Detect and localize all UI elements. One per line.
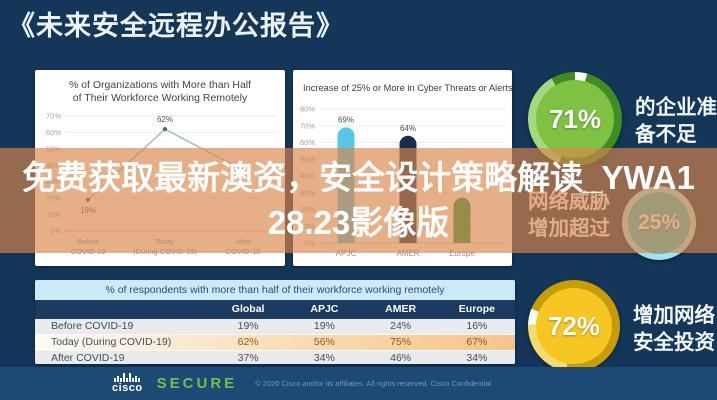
row-label: Before COVID-19 xyxy=(51,320,134,332)
promo-text-line1: 免费获取最新澳资，安全设计策略解读_YWA1 xyxy=(22,159,695,196)
data-label: 62% xyxy=(157,115,173,124)
table-row: Today (During COVID-19) 62% 56% 75% 67% xyxy=(35,334,515,350)
stat-label: 的企业准 备不足 xyxy=(635,96,717,146)
cisco-bridge-icon xyxy=(114,373,141,382)
logo-bar xyxy=(123,373,126,382)
table-cell: 19% xyxy=(237,320,259,332)
y-tick-label: 70% xyxy=(300,121,315,130)
row-label: After COVID-19 xyxy=(51,352,125,364)
table-cell: 34% xyxy=(313,352,335,364)
stat-value: 71% xyxy=(548,103,602,134)
stat-security-investment: 72% 增加网络 安全投资 xyxy=(528,280,715,372)
column-header: APJC xyxy=(310,303,339,315)
promo-text-line2: 28.23影像版 xyxy=(267,204,450,241)
row-label: Today (During COVID-19) xyxy=(51,336,172,348)
table-cell: 24% xyxy=(390,320,412,332)
table-cell: 37% xyxy=(237,352,259,364)
table-body: Before COVID-19 19% 19% 24% 16% Today (During… xyxy=(35,319,515,364)
logo-bar xyxy=(120,378,123,382)
logo-bar xyxy=(126,378,129,382)
table-cell: 67% xyxy=(466,336,488,348)
column-header: Europe xyxy=(458,303,495,315)
column-header: Global xyxy=(231,303,265,315)
x-tick-label: Europe xyxy=(449,249,475,258)
data-label: 64% xyxy=(400,124,416,133)
x-tick-label: AMER xyxy=(396,249,419,258)
table-row: After COVID-19 37% 34% 46% 34% xyxy=(35,350,515,364)
stat-value: 72% xyxy=(547,310,601,341)
data-point xyxy=(162,127,168,132)
column-header xyxy=(35,300,210,319)
table-cell: 16% xyxy=(466,320,488,332)
table-cell: 46% xyxy=(390,352,412,364)
y-tick-label: 60% xyxy=(300,138,315,147)
table-cell: 75% xyxy=(390,336,412,348)
logo-bar xyxy=(135,376,138,382)
copyright-text: © 2020 Cisco and/or its affiliates. All … xyxy=(255,379,492,388)
y-tick-label: 80% xyxy=(300,105,315,114)
y-tick-label: 70% xyxy=(46,112,61,121)
table-cell: 19% xyxy=(313,320,335,332)
column-header: AMER xyxy=(385,303,417,315)
chart-title: % of Organizations with More than Half xyxy=(69,79,251,91)
respondents-table-card: % of respondents with more than half of … xyxy=(35,280,515,364)
x-tick-label: APJC xyxy=(336,249,357,258)
footer-bar: cisco SECURE © 2020 Cisco and/or its aff… xyxy=(0,367,717,400)
table-cell: 56% xyxy=(313,336,335,348)
table-header-row: Global APJC AMER Europe xyxy=(35,300,515,319)
table-title: % of respondents with more than half of … xyxy=(35,280,515,300)
logo-bar xyxy=(129,373,132,382)
logo-bar xyxy=(132,378,135,382)
promo-overlay-banner: 免费获取最新澳资，安全设计策略解读_YWA1 28.23影像版 xyxy=(0,148,717,253)
table-cell: 62% xyxy=(237,336,259,348)
cisco-wordmark: cisco xyxy=(112,382,143,394)
cisco-logo: cisco xyxy=(112,373,143,394)
chart-title: of Their Workforce Working Remotely xyxy=(73,92,248,104)
chart-title: Increase of 25% or More in Cyber Threats… xyxy=(303,83,512,93)
secure-wordmark: SECURE xyxy=(156,375,238,392)
donut-72-percent: 72% xyxy=(528,280,620,372)
table-row: Before COVID-19 19% 19% 24% 16% xyxy=(35,319,515,334)
logo-bar xyxy=(117,376,120,382)
table-cell: 34% xyxy=(466,352,488,364)
logo-bar xyxy=(138,378,141,382)
page-title: 《未来安全远程办公报告》 xyxy=(8,11,344,41)
y-tick-label: 60% xyxy=(46,128,61,137)
logo-bar xyxy=(114,378,117,382)
stat-label: 增加网络 安全投资 xyxy=(633,304,715,354)
data-label: 69% xyxy=(338,115,354,124)
